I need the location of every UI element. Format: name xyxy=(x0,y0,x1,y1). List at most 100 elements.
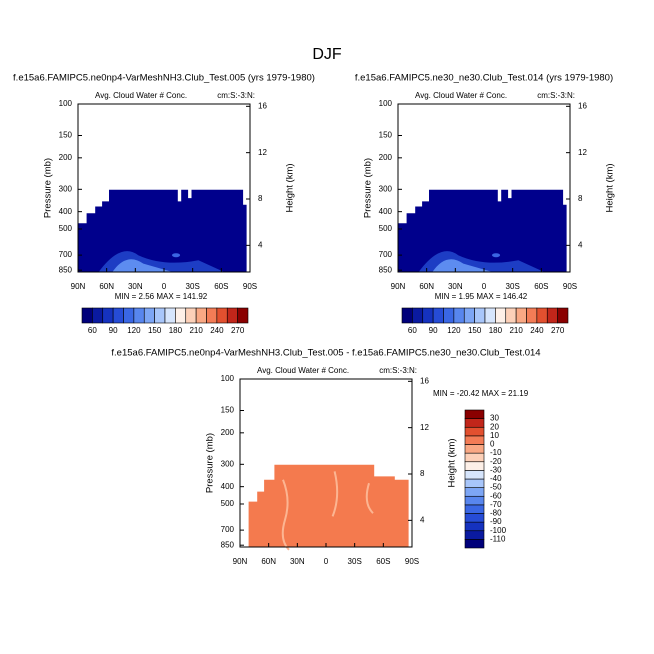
colorbar-label: 10 xyxy=(490,431,499,440)
colorbar-label: -20 xyxy=(490,457,502,466)
colorbar-label: 180 xyxy=(169,326,183,335)
panel-subtitle: Avg. Cloud Water # Conc. xyxy=(95,91,187,100)
min-max: MIN = -20.42 MAX = 21.19 xyxy=(433,389,529,398)
x-tick-label: 60S xyxy=(534,282,548,291)
colorbar-box xyxy=(401,307,413,324)
x-tick-label: 90S xyxy=(405,557,419,566)
y2-tick-label: 16 xyxy=(258,101,267,110)
panel-title: f.e15a6.FAMIPC5.ne0np4-VarMeshNH3.Club_T… xyxy=(13,73,315,84)
x-tick-label: 60N xyxy=(261,557,276,566)
colorbar-box xyxy=(464,461,485,471)
colorbar-label: 60 xyxy=(88,326,97,335)
colorbar-box xyxy=(164,307,176,324)
y-axis-label: Pressure (mb) xyxy=(363,158,374,218)
colorbar-box xyxy=(515,307,527,324)
y2-tick-label: 4 xyxy=(420,515,425,524)
x-tick-label: 60N xyxy=(419,282,434,291)
colorbar-box xyxy=(143,307,155,324)
colorbar-label: 180 xyxy=(489,326,503,335)
y-tick-label: 100 xyxy=(221,374,235,383)
x-tick-label: 30N xyxy=(448,282,463,291)
colorbar-box xyxy=(464,444,485,454)
y2-axis-label: Height (km) xyxy=(605,163,616,212)
contour-fill xyxy=(112,259,173,272)
min-max: MIN = 2.56 MAX = 141.92 xyxy=(115,292,208,301)
colorbar-box xyxy=(102,307,114,324)
y-tick-label: 150 xyxy=(379,131,393,140)
colorbar-box xyxy=(464,495,485,506)
colorbar-box xyxy=(484,307,496,324)
contour-fill xyxy=(492,253,501,258)
colorbar-label: 150 xyxy=(148,326,162,335)
x-tick-label: 30S xyxy=(506,282,520,291)
colorbar-box xyxy=(175,307,187,324)
panel-title: f.e15a6.FAMIPC5.ne0np4-VarMeshNH3.Club_T… xyxy=(111,348,540,359)
colorbar-box xyxy=(154,307,166,324)
colorbar-box xyxy=(464,435,485,445)
y-tick-label: 500 xyxy=(221,499,235,508)
x-tick-label: 30N xyxy=(128,282,143,291)
contour-fill xyxy=(398,189,567,272)
y-tick-label: 850 xyxy=(379,265,393,274)
colorbar-box xyxy=(443,307,455,324)
colorbar-box xyxy=(226,307,238,324)
colorbar-box xyxy=(464,513,485,523)
colorbar-box xyxy=(112,307,124,324)
panel-subtitle: Avg. Cloud Water # Conc. xyxy=(415,91,507,100)
colorbar-box xyxy=(526,307,538,324)
colorbar-label: 150 xyxy=(468,326,482,335)
colorbar-label: 0 xyxy=(490,440,495,449)
y-tick-label: 500 xyxy=(379,224,393,233)
x-tick-label: 90S xyxy=(563,282,577,291)
colorbar-box xyxy=(464,521,485,532)
units: cm:S:-3:N: xyxy=(379,366,417,375)
colorbar-box xyxy=(453,307,465,324)
colorbar-box xyxy=(81,307,93,324)
y-tick-label: 100 xyxy=(59,99,73,108)
contour-fill xyxy=(172,253,181,258)
colorbar-label: 20 xyxy=(490,422,499,431)
x-tick-label: 60S xyxy=(214,282,228,291)
y-tick-label: 500 xyxy=(59,224,73,233)
x-tick-label: 90S xyxy=(243,282,257,291)
y-axis-label: Pressure (mb) xyxy=(205,433,216,493)
colorbar-label: 270 xyxy=(551,326,565,335)
colorbar-box xyxy=(464,409,485,419)
figure-title: DJF xyxy=(312,46,342,63)
colorbar-box xyxy=(464,530,485,540)
x-tick-label: 0 xyxy=(482,282,487,291)
contour-fill xyxy=(78,189,247,272)
y-tick-label: 850 xyxy=(59,265,73,274)
colorbar-box xyxy=(464,539,485,549)
colorbar-box xyxy=(432,307,444,324)
y-axis-label: Pressure (mb) xyxy=(43,158,54,218)
colorbar-box xyxy=(546,307,558,324)
y2-tick-label: 16 xyxy=(420,376,429,385)
y2-axis-label: Height (km) xyxy=(447,438,458,487)
colorbar-box xyxy=(505,307,517,324)
x-tick-label: 90N xyxy=(391,282,406,291)
colorbar-label: -100 xyxy=(490,526,507,535)
y2-tick-label: 4 xyxy=(258,240,263,249)
colorbar-label: 120 xyxy=(447,326,461,335)
colorbar-label: -70 xyxy=(490,500,502,509)
x-tick-label: 30N xyxy=(290,557,305,566)
y-tick-label: 300 xyxy=(379,184,393,193)
y-tick-label: 200 xyxy=(59,153,73,162)
colorbar-label: -40 xyxy=(490,474,502,483)
colorbar-box xyxy=(536,307,548,324)
colorbar-label: 30 xyxy=(490,414,499,423)
y-tick-label: 200 xyxy=(221,428,235,437)
colorbar-label: -90 xyxy=(490,517,502,526)
colorbar-label: -80 xyxy=(490,509,502,518)
y-tick-label: 150 xyxy=(221,406,235,415)
y2-tick-label: 8 xyxy=(420,469,425,478)
x-tick-label: 60N xyxy=(99,282,114,291)
colorbar-label: 240 xyxy=(530,326,544,335)
x-tick-label: 30S xyxy=(348,557,362,566)
colorbar-box xyxy=(495,307,507,324)
x-tick-label: 60S xyxy=(376,557,390,566)
y2-axis-label: Height (km) xyxy=(285,163,296,212)
contour-fill xyxy=(281,471,374,551)
